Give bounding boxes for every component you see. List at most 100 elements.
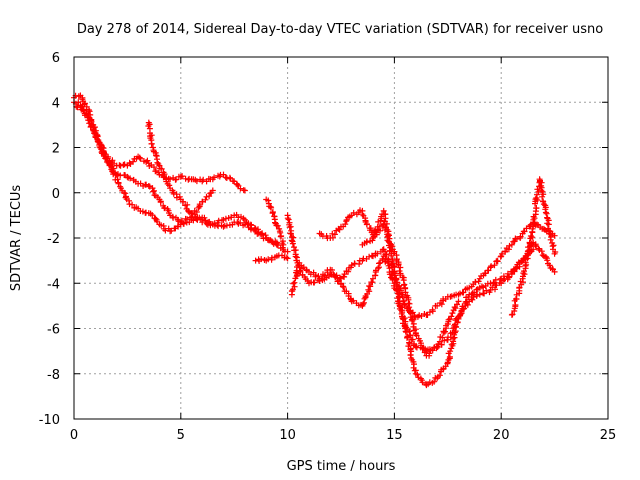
data-point: [151, 164, 157, 171]
data-point: [454, 319, 461, 326]
data-point: [531, 220, 538, 227]
data-point: [126, 159, 133, 166]
data-point: [540, 201, 547, 208]
series-track-9: [316, 207, 558, 389]
data-point: [446, 353, 453, 360]
data-point: [251, 225, 258, 231]
data-point: [397, 264, 404, 271]
data-point: [382, 227, 388, 233]
data-point: [166, 182, 173, 189]
y-tick-label: 4: [52, 96, 60, 111]
data-point: [539, 193, 546, 200]
data-point: [412, 343, 419, 350]
series-track-6: [263, 196, 287, 248]
data-point: [391, 272, 398, 279]
data-point: [538, 248, 545, 255]
series-track-5: [252, 252, 291, 264]
data-point: [322, 272, 328, 279]
data-point: [268, 254, 275, 261]
data-point: [179, 198, 186, 205]
data-point: [542, 209, 549, 216]
data-point: [409, 336, 416, 343]
data-point: [137, 155, 144, 162]
data-point: [200, 176, 207, 183]
data-point: [237, 185, 244, 192]
data-point: [115, 179, 122, 186]
data-point: [403, 329, 410, 336]
data-point: [286, 224, 293, 231]
y-tick-label: -10: [39, 413, 60, 428]
data-point: [439, 334, 446, 341]
data-point: [289, 240, 296, 247]
data-point: [484, 267, 491, 274]
data-point: [513, 296, 519, 302]
data-point: [259, 231, 266, 238]
series-track-11: [508, 176, 559, 318]
data-point: [421, 349, 428, 356]
data-point: [361, 295, 368, 302]
data-point: [406, 304, 413, 311]
series-track-8: [288, 246, 537, 355]
data-point: [521, 228, 528, 235]
data-point: [448, 313, 455, 320]
data-point: [356, 261, 363, 267]
data-point: [90, 126, 96, 133]
data-point: [429, 347, 436, 354]
data-point: [475, 278, 482, 285]
data-point: [75, 99, 82, 106]
data-point: [203, 220, 210, 227]
data-point: [222, 215, 229, 222]
data-point: [211, 174, 218, 181]
data-point: [152, 168, 159, 175]
data-point: [360, 301, 367, 308]
data-point: [509, 311, 516, 318]
data-point: [429, 306, 436, 313]
data-point: [533, 205, 540, 212]
data-point: [374, 250, 381, 257]
data-point: [284, 248, 291, 255]
data-point: [103, 155, 110, 162]
data-point: [545, 227, 552, 234]
data-point: [176, 193, 183, 200]
data-point: [273, 239, 280, 246]
data-point: [95, 139, 102, 145]
data-point: [488, 263, 495, 270]
data-point: [121, 161, 128, 168]
data-point: [544, 257, 551, 264]
data-point: [390, 260, 397, 267]
series-track-4: [145, 119, 280, 246]
data-point: [551, 250, 558, 257]
data-point: [542, 206, 549, 213]
data-point: [88, 121, 95, 128]
y-axis-label: SDTVAR / TECUs: [9, 185, 24, 292]
data-point: [79, 106, 86, 113]
x-tick-label: 5: [177, 428, 185, 443]
data-point: [189, 210, 196, 217]
data-point: [363, 239, 370, 246]
data-point: [490, 280, 497, 287]
data-point: [161, 205, 168, 212]
data-point: [539, 252, 546, 259]
x-tick-label: 20: [493, 428, 510, 443]
data-point: [438, 301, 445, 308]
data-point: [136, 154, 143, 161]
data-point: [508, 241, 515, 248]
data-point: [512, 302, 519, 308]
data-point: [318, 275, 325, 282]
data-point: [502, 248, 509, 255]
series-track-10: [359, 221, 462, 359]
y-tick-label: 2: [52, 142, 60, 157]
y-tick-label: -2: [47, 232, 60, 247]
data-point: [407, 309, 413, 316]
data-point: [458, 308, 465, 315]
data-point: [148, 140, 155, 147]
x-tick-label: 0: [70, 428, 78, 443]
data-point: [350, 297, 357, 304]
data-point: [162, 227, 169, 234]
data-point: [193, 178, 200, 185]
data-point: [185, 207, 192, 214]
data-point: [454, 301, 460, 308]
data-point: [367, 283, 374, 290]
data-point: [202, 196, 209, 203]
